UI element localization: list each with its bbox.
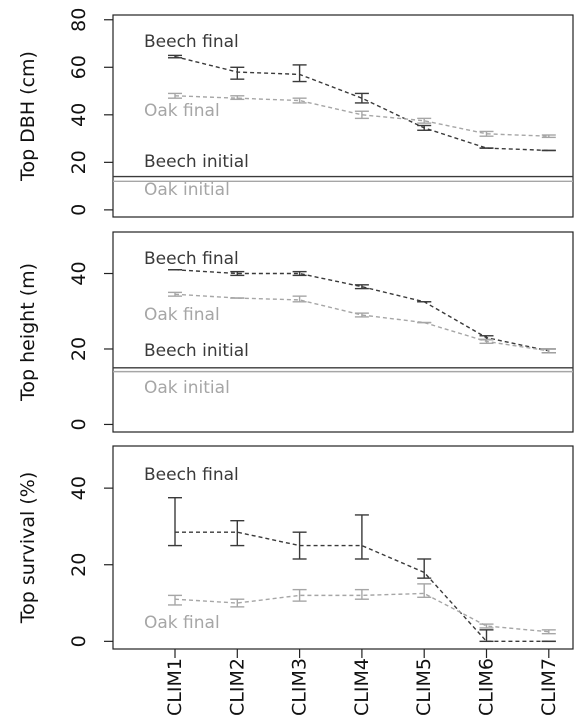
y-tick-label: 20	[68, 553, 90, 577]
error-bar-oak	[541, 348, 556, 354]
error-bar-beech	[292, 270, 307, 277]
x-tick-label: CLIM2	[226, 658, 248, 716]
error-bar-oak	[479, 623, 494, 629]
error-bar-oak	[292, 295, 307, 303]
error-bar-oak	[168, 291, 182, 297]
plot-frame	[112, 231, 574, 433]
error-bar-beech	[230, 519, 245, 547]
error-bar-beech	[230, 270, 245, 277]
annotation-oak-final: Oak final	[144, 305, 220, 325]
y-tick-label: 0	[68, 635, 90, 647]
y-tick-label: 80	[68, 8, 90, 32]
error-bar-beech	[168, 497, 182, 547]
error-bar-oak	[417, 117, 432, 124]
error-bar-oak	[168, 594, 182, 606]
panel-3: 0 20 40 Top survival (%) Beech final Oak fina…	[17, 445, 574, 650]
x-tick-label: CLIM5	[413, 658, 435, 716]
error-bar-oak	[417, 583, 432, 598]
y-axis-label: Top survival (%)	[17, 472, 39, 624]
error-bar-oak	[541, 134, 556, 139]
annotation-beech-initial: Beech initial	[144, 152, 249, 172]
error-bar-beech	[417, 558, 432, 579]
error-bar-oak	[479, 338, 494, 345]
panel-1: 0 20 40 60 80 Top DBH (cm) Beech initial Oak in…	[17, 8, 574, 218]
error-bar-oak	[292, 588, 307, 602]
y-tick-label: 40	[68, 261, 90, 285]
panel-2: 0 20 40 Top height (m) Beech initial Oak init…	[17, 231, 574, 433]
y-tick-label: 0	[68, 418, 90, 430]
error-bar-oak	[354, 110, 369, 120]
error-bar-beech	[292, 531, 307, 560]
plot-frame	[112, 445, 574, 650]
annotation-oak-final: Oak final	[144, 101, 220, 121]
y-tick-label: 40	[68, 476, 90, 500]
x-tick-label: CLIM3	[289, 658, 311, 716]
y-tick-label: 20	[68, 150, 90, 174]
error-bar-oak	[230, 95, 245, 101]
y-tick-label: 0	[68, 204, 90, 216]
y-tick-label: 60	[68, 55, 90, 79]
error-bar-oak	[354, 588, 369, 600]
error-bar-oak	[541, 629, 556, 635]
error-bar-beech	[168, 54, 182, 59]
annotation-oak-initial: Oak initial	[144, 378, 230, 398]
error-bar-beech	[479, 629, 494, 643]
annotation-beech-final: Beech final	[144, 32, 239, 52]
x-tick-label: CLIM7	[538, 658, 560, 716]
annotation-oak-initial: Oak initial	[144, 180, 230, 200]
error-bar-oak	[230, 598, 245, 608]
annotation-beech-final: Beech final	[144, 249, 239, 269]
error-bar-oak	[479, 130, 494, 137]
y-axis-label: Top height (m)	[17, 263, 39, 402]
y-tick-label: 40	[68, 103, 90, 127]
error-bar-beech	[417, 124, 432, 131]
y-axis-label: Top DBH (cm)	[17, 51, 39, 182]
error-bar-oak	[292, 97, 307, 104]
error-bar-oak	[168, 92, 182, 99]
error-bar-oak	[354, 312, 369, 318]
y-tick-label: 20	[68, 337, 90, 361]
error-bar-beech	[354, 92, 369, 104]
plot-frame	[112, 14, 574, 218]
annotation-oak-final: Oak final	[144, 613, 220, 633]
error-bar-beech	[354, 514, 369, 560]
error-bar-beech	[292, 64, 307, 83]
x-tick-label: CLIM4	[351, 658, 373, 716]
x-tick-label: CLIM1	[164, 658, 186, 716]
annotation-beech-initial: Beech initial	[144, 341, 249, 361]
x-tick-label: CLIM6	[476, 658, 498, 716]
error-bar-beech	[230, 66, 245, 80]
series-line-beech	[174, 269, 549, 352]
error-bar-beech	[354, 284, 369, 290]
annotation-beech-final: Beech final	[144, 465, 239, 485]
x-axis: CLIM1 CLIM2 CLIM3 CLIM4 CLIM5 CLIM6 CLIM7	[164, 649, 560, 716]
